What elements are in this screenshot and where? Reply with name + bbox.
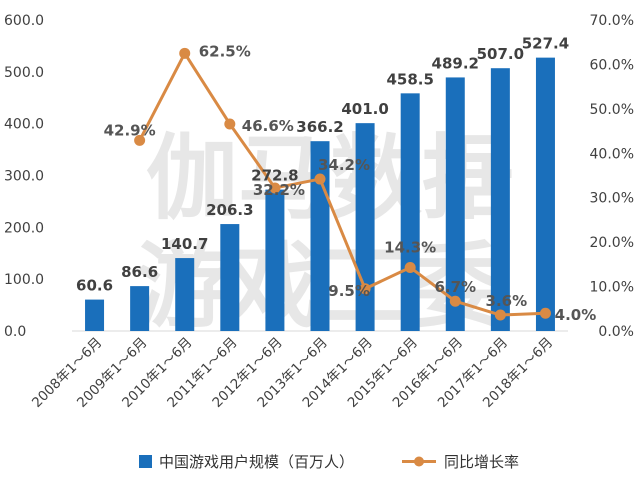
- growth-marker: [269, 182, 281, 194]
- right-axis-tick-label: 60.0%: [590, 57, 634, 73]
- growth-marker: [404, 261, 416, 273]
- bar: [490, 68, 510, 331]
- legend-label-bar: 中国游戏用户规模（百万人）: [159, 453, 354, 471]
- left-axis-tick-label: 300.0: [4, 169, 44, 185]
- bar-value-label: 140.7: [161, 235, 208, 253]
- right-axis-tick-label: 50.0%: [590, 102, 634, 118]
- left-axis-tick-label: 500.0: [4, 65, 44, 81]
- bar-series: [85, 57, 555, 331]
- bar: [220, 224, 240, 331]
- x-axis-tick-labels: 2008年1～6月2009年1～6月2010年1～6月2011年1～6月2012…: [29, 335, 556, 411]
- right-axis-tick-label: 10.0%: [590, 280, 634, 296]
- growth-rate-label: 42.9%: [104, 121, 156, 139]
- growth-marker: [179, 47, 191, 59]
- growth-rate-label: 3.6%: [486, 292, 528, 310]
- bar-value-label: 206.3: [206, 201, 253, 219]
- right-axis-tick-label: 70.0%: [590, 13, 634, 29]
- bar: [400, 93, 420, 331]
- growth-line-series: [134, 47, 551, 321]
- growth-rate-label: 32.2%: [253, 181, 305, 199]
- bar: [85, 299, 105, 331]
- growth-rate-label: 34.2%: [318, 156, 370, 174]
- right-axis-tick-label: 40.0%: [590, 146, 634, 162]
- growth-marker: [449, 295, 461, 307]
- left-axis-tick-label: 0.0: [4, 324, 26, 340]
- legend-swatch-marker: [414, 456, 424, 467]
- growth-marker: [539, 307, 551, 319]
- bar-value-label: 527.4: [522, 35, 569, 53]
- bar: [130, 286, 150, 331]
- legend-label-line: 同比增长率: [444, 453, 519, 471]
- left-axis-ticks: 0.0 100.0 200.0 300.0 400.0 500.0 600.0: [4, 13, 44, 340]
- right-axis-tick-label: 30.0%: [590, 191, 634, 207]
- growth-marker: [494, 309, 506, 321]
- left-axis-tick-label: 200.0: [4, 220, 44, 236]
- bar-value-label: 60.6: [76, 277, 113, 295]
- left-axis-tick-label: 100.0: [4, 272, 44, 288]
- bar: [535, 57, 555, 331]
- bar-value-label: 401.0: [341, 100, 388, 118]
- growth-marker: [359, 283, 371, 295]
- growth-marker: [314, 173, 326, 185]
- legend: 中国游戏用户规模（百万人） 同比增长率: [139, 453, 519, 471]
- growth-rate-label: 9.5%: [328, 282, 370, 300]
- growth-rate-label: 6.7%: [434, 278, 476, 296]
- bar-value-label: 489.2: [432, 54, 479, 72]
- bar-value-label: 86.6: [121, 263, 158, 281]
- bar-value-label: 507.0: [477, 45, 524, 63]
- bar-value-label: 272.8: [251, 167, 298, 185]
- growth-rate-label: 14.3%: [384, 238, 436, 256]
- left-axis-tick-label: 600.0: [4, 13, 44, 29]
- right-axis-tick-label: 20.0%: [590, 235, 634, 251]
- right-axis-ticks: 0.0% 10.0% 20.0% 30.0% 40.0% 50.0% 60.0% 70.0%: [590, 13, 634, 340]
- bar-value-label: 458.5: [386, 70, 433, 88]
- bar: [355, 123, 375, 331]
- growth-line: [138, 51, 546, 317]
- growth-marker: [224, 118, 236, 130]
- growth-rate-label: 46.6%: [242, 117, 294, 135]
- right-axis-tick-label: 0.0%: [598, 324, 634, 340]
- legend-swatch-bar: [139, 455, 152, 468]
- growth-rate-label: 4.0%: [555, 306, 597, 324]
- growth-marker: [134, 134, 146, 146]
- growth-rate-label: 62.5%: [199, 42, 251, 60]
- bar-value-label: 366.2: [296, 118, 343, 136]
- growth-rate-labels: 42.9% 62.5% 46.6% 32.2% 34.2% 9.5% 14.3% 6.7% 3.…: [104, 42, 597, 324]
- bar: [175, 258, 195, 331]
- bar: [265, 189, 285, 331]
- bar: [445, 77, 465, 331]
- left-axis-tick-label: 400.0: [4, 117, 44, 133]
